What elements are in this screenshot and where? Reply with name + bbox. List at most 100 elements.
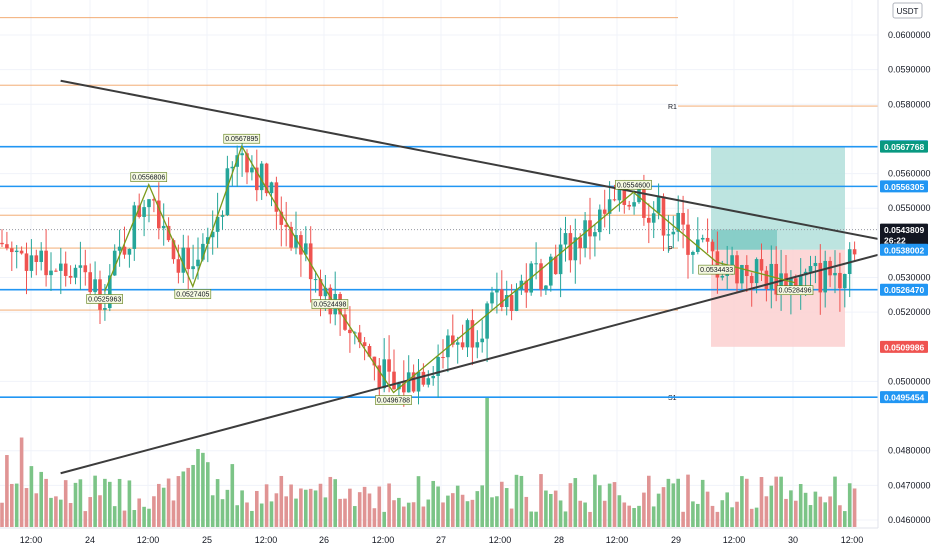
volume-bar — [676, 478, 680, 527]
volume-bar — [549, 493, 553, 527]
volume-bar — [196, 448, 200, 527]
candle-body — [353, 332, 357, 334]
zigzag-label: 0.0525963 — [88, 296, 121, 303]
volume-bar — [740, 476, 744, 527]
candle-body — [29, 255, 34, 271]
time-axis-bg[interactable] — [0, 528, 932, 550]
volume-bar — [362, 486, 367, 527]
candle-body — [259, 163, 264, 191]
candle-body — [460, 342, 465, 348]
volume-bar — [5, 455, 9, 527]
time-tick-label: 12:00 — [606, 535, 629, 545]
volume-bar — [426, 499, 431, 527]
price-badge — [880, 223, 928, 246]
candle-body — [666, 234, 671, 236]
trend-line[interactable] — [60, 79, 913, 247]
price-axis[interactable]: 0.0600000 0.0590000 0.0580000 0.0560000 0.05… — [888, 30, 931, 525]
candle-body — [563, 233, 568, 245]
volume-bar — [137, 498, 141, 527]
volume-bar — [617, 495, 622, 527]
volume-bar — [313, 490, 318, 527]
volume-bar — [651, 506, 656, 527]
price-badge — [880, 391, 928, 404]
volume-bar — [372, 508, 377, 527]
volume-bar — [558, 500, 563, 527]
price-axis-bg[interactable] — [878, 0, 932, 528]
time-tick-label: 12:00 — [841, 535, 864, 545]
volume-bar — [78, 479, 83, 527]
volume-bar — [431, 480, 435, 527]
candle-body — [764, 270, 769, 290]
volume-bar — [328, 476, 333, 527]
volume-bar — [171, 500, 176, 527]
volume-bar — [504, 488, 509, 527]
time-tick-label: 12:00 — [137, 535, 160, 545]
volume-bar — [230, 464, 235, 527]
zigzag-label-box — [311, 299, 349, 309]
price-tick-label: 0.0470000 — [888, 480, 931, 490]
candle-body — [833, 272, 837, 276]
candle-body — [784, 273, 788, 294]
candle-body — [382, 359, 386, 389]
volume-bar — [98, 495, 102, 527]
volume-bar — [406, 502, 411, 527]
volume-bar — [210, 495, 215, 527]
candle-body — [215, 216, 220, 232]
time-axis[interactable]: 12:00 24 12:00 25 12:00 26 12:00 27 12:00 28 12:00… — [20, 535, 864, 545]
candle-body — [480, 338, 484, 343]
volume-bar — [166, 478, 171, 527]
currency-box[interactable] — [892, 2, 923, 19]
candle-body — [5, 244, 9, 249]
volume-bar — [568, 483, 573, 527]
candle-body — [318, 279, 323, 297]
volume-bar — [642, 492, 646, 527]
candle-body — [264, 163, 269, 194]
volume-bar — [754, 507, 759, 527]
candle-body — [171, 240, 176, 260]
candle-body — [647, 217, 651, 223]
candle-body — [230, 166, 235, 169]
trend-lines[interactable] — [60, 79, 913, 475]
candle-body — [206, 237, 210, 244]
volume-bar — [514, 474, 519, 527]
candle-body — [411, 372, 416, 392]
volume-bar — [627, 505, 631, 527]
candle-body — [19, 250, 24, 254]
candle-body — [612, 199, 617, 201]
candle-body — [161, 225, 166, 229]
countdown-label: 26:22 — [884, 236, 906, 246]
candle-body — [578, 237, 582, 248]
candle-body — [157, 200, 161, 229]
time-tick-label: 12:00 — [255, 535, 278, 545]
zigzag-label: 0.0524498 — [313, 302, 346, 309]
price-badge — [880, 140, 928, 153]
volume-bar — [490, 497, 494, 527]
volume-bar — [485, 397, 489, 527]
volume-bar — [240, 490, 244, 527]
volume-bar — [147, 508, 151, 527]
volume-bar — [475, 491, 480, 527]
price-badge-label: 0.0538002 — [884, 245, 924, 255]
candle-body — [455, 342, 460, 345]
volume-bar — [436, 486, 440, 527]
volume-bar — [357, 492, 362, 527]
candle-body — [779, 273, 783, 295]
candle-body — [137, 205, 141, 217]
candle-body — [500, 289, 504, 308]
candle-body — [416, 371, 421, 392]
candle-body — [421, 371, 426, 385]
volume-bar — [794, 500, 798, 527]
time-tick-label: 12:00 — [372, 535, 395, 545]
candle-body — [14, 250, 19, 253]
trend-line[interactable] — [60, 244, 913, 475]
volume-bar — [397, 497, 401, 527]
zigzag-label-box — [223, 133, 261, 144]
candle-body — [632, 202, 636, 207]
volume-bar — [666, 478, 671, 527]
zigzag-label-box — [174, 289, 212, 299]
candle-body — [451, 335, 455, 345]
volume-bar — [602, 500, 607, 527]
candle-body — [357, 332, 362, 343]
volume-bar — [495, 496, 499, 527]
